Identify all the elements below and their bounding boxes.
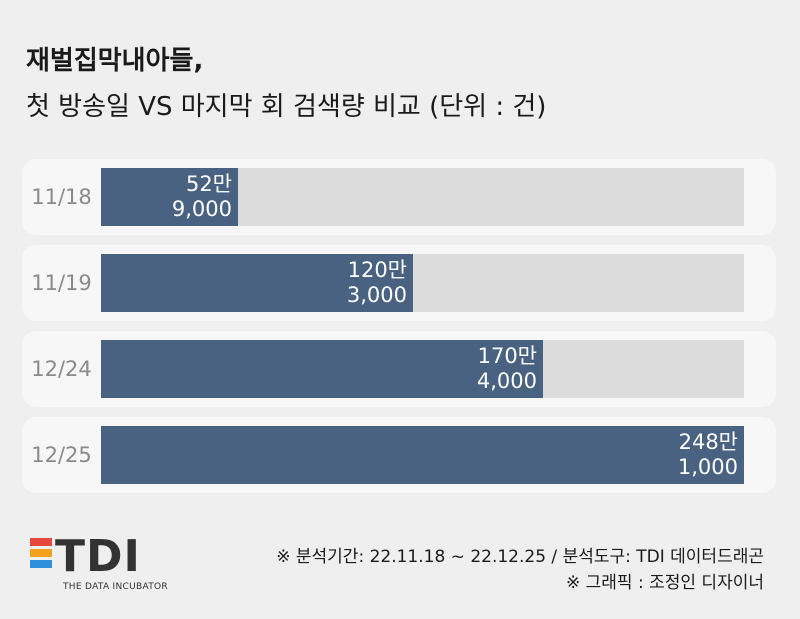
category-label: 11/18 xyxy=(31,185,92,209)
category-label: 12/24 xyxy=(31,357,92,381)
bar-track: 120만 3,000 xyxy=(101,254,744,312)
bar-track: 248만 1,000 xyxy=(101,426,744,484)
logo-subtitle: THE DATA INCUBATOR xyxy=(63,582,168,592)
bar: 52만 9,000 xyxy=(101,168,238,226)
category-label: 12/25 xyxy=(31,443,92,467)
logo-stripe-blue xyxy=(30,560,52,568)
bar-track: 52만 9,000 xyxy=(101,168,744,226)
chart-subtitle: 첫 방송일 VS 마지막 회 검색량 비교 (단위 : 건) xyxy=(26,92,547,122)
chart-row: 12/24 170만 4,000 xyxy=(22,331,776,407)
logo-stripes-icon xyxy=(30,538,52,576)
bar-value-label: 170만 4,000 xyxy=(476,344,537,393)
bar-track: 170만 4,000 xyxy=(101,340,744,398)
bar: 170만 4,000 xyxy=(101,340,543,398)
chart-row: 11/18 52만 9,000 xyxy=(22,159,776,235)
bar-value-label: 120만 3,000 xyxy=(346,258,407,307)
bar: 120만 3,000 xyxy=(101,254,413,312)
bar: 248만 1,000 xyxy=(101,426,744,484)
logo-stripe-orange xyxy=(30,549,52,557)
logo-text: TDI xyxy=(55,531,141,582)
logo-stripe-red xyxy=(30,538,52,546)
chart-row: 12/25 248만 1,000 xyxy=(22,417,776,493)
chart-row: 11/19 120만 3,000 xyxy=(22,245,776,321)
bar-value-label: 248만 1,000 xyxy=(677,430,738,479)
chart-title: 재벌집막내아들, xyxy=(26,46,204,76)
category-label: 11/19 xyxy=(31,271,92,295)
bar-value-label: 52만 9,000 xyxy=(171,172,232,221)
graphic-credit: ※ 그래픽 : 조정인 디자이너 xyxy=(566,573,764,593)
analysis-note: ※ 분석기간: 22.11.18 ~ 22.12.25 / 분석도구: TDI … xyxy=(276,547,764,567)
